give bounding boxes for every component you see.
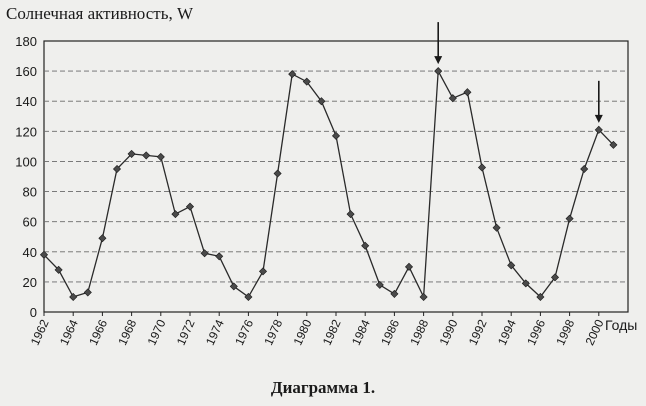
- y-axis-title: Солнечная активность, W: [6, 4, 194, 23]
- x-tick-label: 1970: [145, 317, 169, 347]
- data-point: [302, 77, 311, 86]
- data-point: [39, 250, 49, 259]
- data-point: [492, 223, 501, 232]
- data-point: [244, 292, 253, 301]
- y-tick-label: 0: [30, 305, 37, 320]
- x-tick-label: 1968: [115, 317, 139, 347]
- data-point: [331, 131, 341, 140]
- y-tick-label: 80: [23, 185, 37, 200]
- x-tick-label: 2000: [583, 317, 607, 347]
- y-tick-label: 140: [15, 94, 37, 109]
- data-point: [54, 265, 63, 274]
- y-tick-label: 20: [23, 275, 37, 290]
- x-axis-title: Годы: [605, 317, 637, 333]
- data-point: [317, 97, 326, 106]
- data-point: [142, 151, 151, 160]
- x-tick-label: 1986: [378, 317, 402, 347]
- data-point: [229, 282, 238, 291]
- data-point: [258, 267, 268, 276]
- x-tick-label: 1980: [291, 317, 315, 347]
- y-tick-label: 60: [23, 215, 37, 230]
- data-point: [404, 262, 414, 271]
- data-point: [361, 241, 370, 250]
- data-point: [69, 292, 78, 301]
- data-point: [434, 67, 443, 76]
- y-tick-label: 40: [23, 245, 37, 260]
- x-tick-label: 1972: [174, 317, 198, 347]
- data-point: [171, 210, 180, 219]
- x-tick-label: 1990: [437, 317, 461, 347]
- plot-frame: [43, 40, 629, 313]
- data-point: [375, 280, 384, 289]
- data-point: [507, 261, 516, 270]
- annotation-arrow-head: [434, 56, 443, 65]
- data-point: [609, 140, 618, 149]
- data-point: [156, 152, 165, 161]
- data-point: [288, 70, 297, 79]
- x-tick-label: 1982: [320, 317, 344, 347]
- data-point: [185, 202, 195, 211]
- annotation-arrow-head: [594, 114, 603, 123]
- data-point: [550, 273, 560, 282]
- data-point: [565, 214, 574, 223]
- data-point: [346, 210, 355, 219]
- data-point: [200, 249, 209, 258]
- x-tick-label: 1996: [524, 317, 548, 347]
- x-tick-label: 1984: [349, 317, 373, 347]
- data-point: [273, 169, 282, 178]
- data-point: [521, 279, 530, 288]
- x-tick-label: 1974: [203, 317, 227, 347]
- data-point: [463, 88, 472, 97]
- y-tick-label: 100: [15, 154, 37, 169]
- data-point: [127, 149, 136, 158]
- y-tick-label: 160: [15, 64, 37, 79]
- y-tick-label: 180: [15, 34, 37, 49]
- y-tick-label: 120: [15, 124, 37, 139]
- data-point: [580, 164, 589, 173]
- x-tick-label: 1998: [553, 317, 577, 347]
- x-tick-label: 1976: [232, 317, 256, 347]
- data-point: [419, 292, 428, 301]
- x-tick-label: 1992: [466, 317, 490, 347]
- x-tick-label: 1966: [86, 317, 110, 347]
- data-point: [83, 288, 92, 297]
- data-point: [98, 234, 107, 243]
- x-tick-label: 1994: [495, 317, 519, 347]
- x-tick-label: 1978: [261, 317, 285, 347]
- x-tick-label: 1988: [407, 317, 431, 347]
- series-line: [43, 68, 614, 300]
- data-point: [390, 289, 399, 298]
- data-point: [112, 164, 122, 173]
- data-point: [448, 94, 457, 103]
- data-point: [594, 125, 603, 134]
- data-point: [215, 252, 224, 261]
- data-point: [536, 292, 545, 301]
- figure-caption: Диаграмма 1.: [270, 378, 376, 397]
- data-point: [477, 163, 487, 172]
- x-tick-label: 1962: [28, 317, 52, 347]
- x-tick-label: 1964: [57, 317, 81, 347]
